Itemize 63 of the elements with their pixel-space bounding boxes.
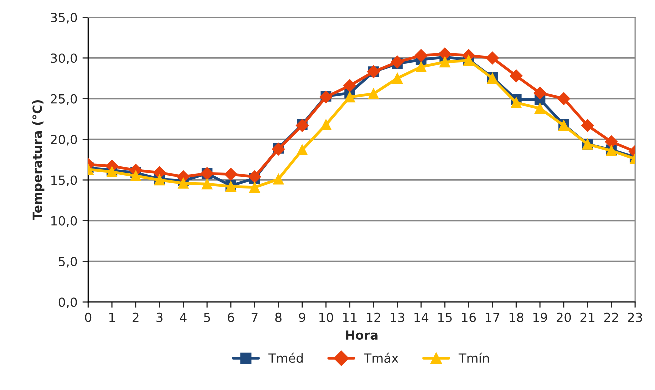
- point: [605, 136, 618, 148]
- point: [224, 168, 238, 181]
- point: [320, 120, 332, 130]
- point: [297, 144, 308, 156]
- x-tick-label: 22: [604, 312, 618, 322]
- point: [511, 98, 522, 108]
- point: [130, 170, 142, 182]
- x-tick-label: 5: [204, 313, 210, 322]
- x-tick-label: 21: [580, 312, 595, 322]
- legend-label: Tmín: [458, 352, 490, 363]
- x-tick-label: 10: [320, 312, 334, 322]
- x-tick-label: 17: [486, 313, 500, 322]
- point: [558, 92, 570, 106]
- x-tick-label: 7: [252, 313, 258, 322]
- x-tick-label: 23: [628, 312, 642, 322]
- x-tick-label: 20: [556, 312, 572, 322]
- y-tick-label: 15,0: [52, 176, 78, 186]
- point: [273, 174, 284, 185]
- x-tick-label: 1: [110, 313, 116, 322]
- legend-label: Tmáx: [364, 352, 399, 364]
- point: [248, 170, 262, 184]
- point: [344, 92, 356, 103]
- x-tick-label: 11: [343, 313, 357, 322]
- x-tick-label: 13: [390, 312, 405, 322]
- point: [438, 48, 452, 61]
- y-tick-label: 10,0: [52, 216, 78, 228]
- x-tick-label: 14: [414, 313, 429, 322]
- point: [344, 79, 356, 92]
- x-tick-label: 8: [276, 312, 282, 322]
- y-tick-label: 20,0: [51, 135, 78, 146]
- point: [486, 52, 500, 65]
- x-tick-label: 12: [367, 312, 380, 322]
- x-tick-label: 15: [438, 313, 452, 322]
- point: [368, 88, 380, 100]
- x-tick-label: 19: [534, 312, 548, 322]
- x-tick-label: 18: [510, 312, 524, 322]
- point: [392, 73, 403, 84]
- x-tick-label: 2: [132, 312, 139, 322]
- y-tick-label: 5,0: [59, 257, 78, 268]
- point: [510, 70, 523, 83]
- x-tick-label: 3: [156, 312, 163, 322]
- y-tick-label: 35,0: [51, 13, 78, 24]
- y-axis-title: Temperatura (°C): [32, 100, 45, 220]
- point: [178, 178, 189, 189]
- point: [250, 182, 260, 193]
- point: [534, 86, 547, 100]
- point: [416, 62, 427, 73]
- x-tick-label: 9: [299, 312, 306, 322]
- y-tick-label: 30,0: [51, 54, 78, 64]
- y-tick-label: 25,0: [51, 94, 78, 106]
- point: [391, 56, 404, 69]
- x-axis-title: Hora: [346, 330, 378, 340]
- point: [581, 119, 594, 132]
- x-tick-label: 0: [85, 312, 92, 322]
- x-tick-label: 16: [462, 312, 476, 322]
- point: [440, 56, 450, 68]
- point: [202, 178, 213, 190]
- x-tick-label: 6: [228, 312, 234, 322]
- x-tick-label: 4: [180, 313, 187, 322]
- y-tick-label: 0,0: [58, 298, 78, 308]
- legend-label: Tméd: [268, 352, 303, 364]
- point: [534, 103, 546, 114]
- point: [414, 49, 428, 62]
